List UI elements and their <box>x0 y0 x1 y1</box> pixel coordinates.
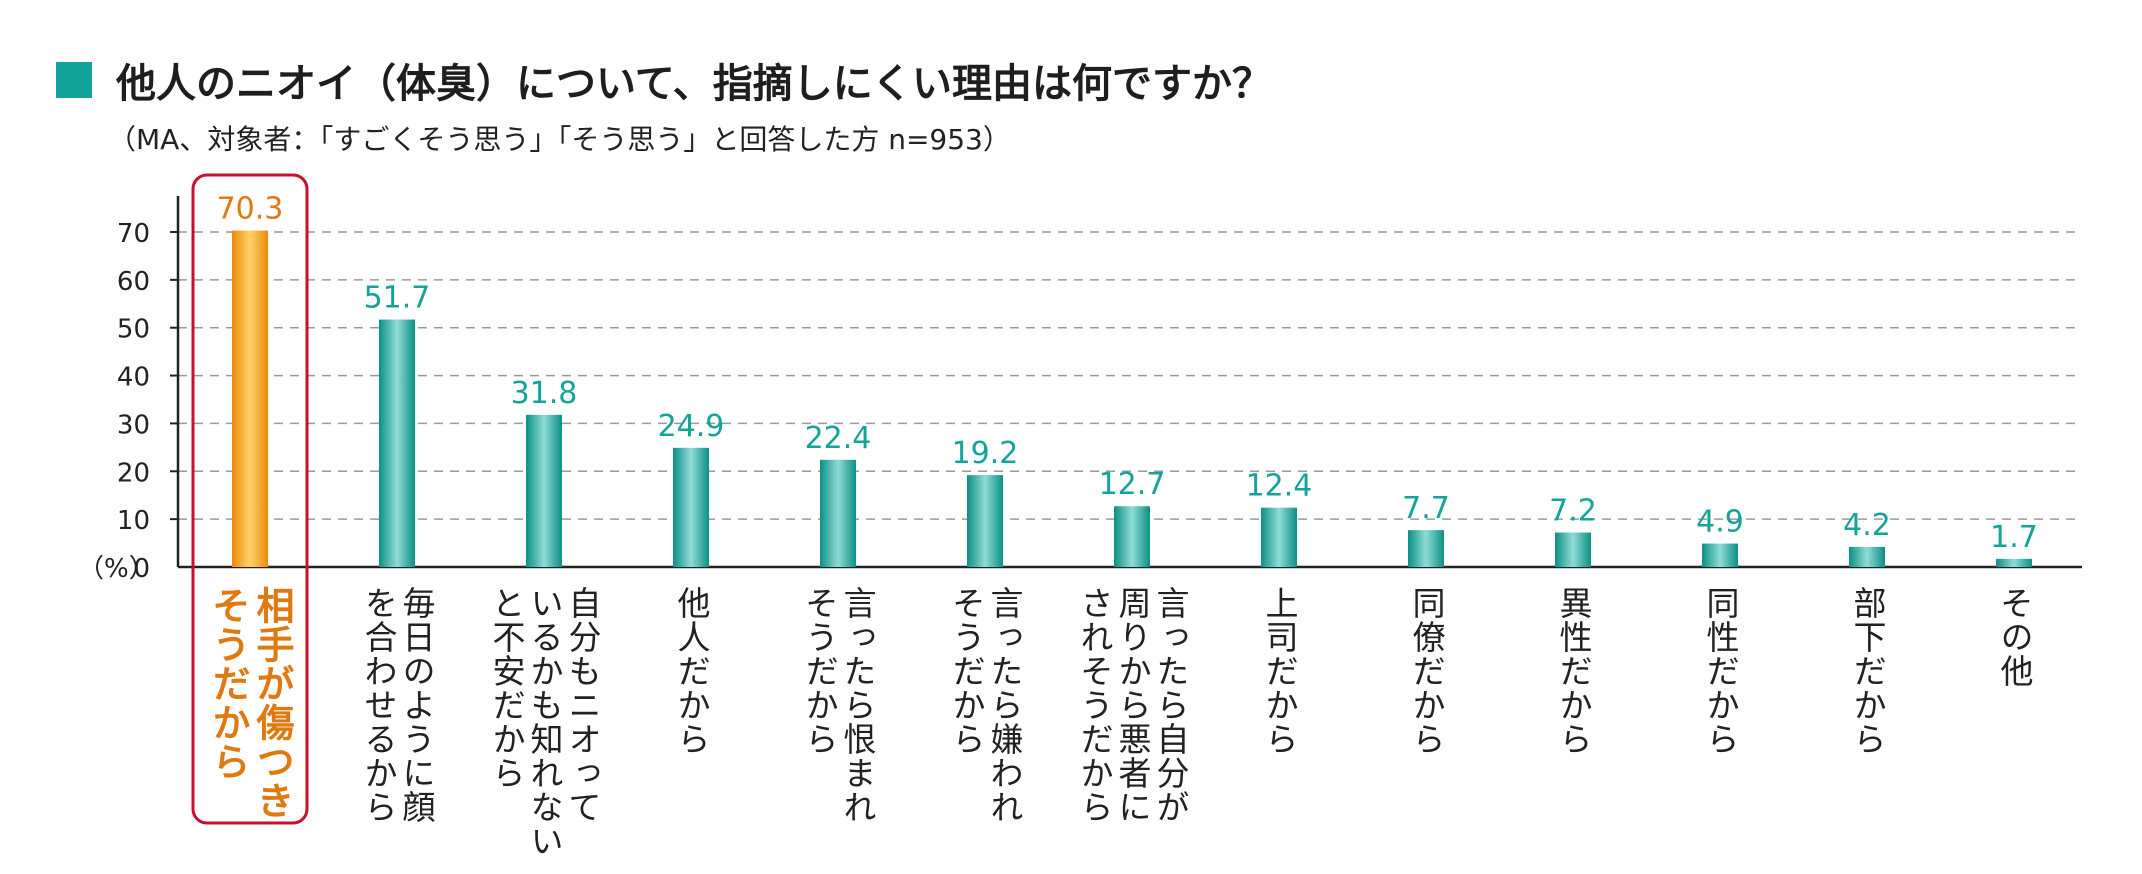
y-tick-label: 50 <box>117 315 150 345</box>
value-label: 12.4 <box>1246 469 1313 504</box>
value-label: 51.7 <box>364 281 431 316</box>
chart-title: 他人のニオイ（体臭）について、指摘しにくい理由は何ですか？ <box>116 61 1272 107</box>
category-label: 自分もニオって いるかも知れない と不安だから <box>487 586 602 858</box>
y-tick-label: 0 <box>133 554 150 584</box>
category-label: 同性だから <box>1701 586 1740 756</box>
bar <box>232 230 268 568</box>
category-label: 相手が傷つき そうだから <box>206 586 294 820</box>
title-square-icon <box>56 62 92 98</box>
y-tick-label: 40 <box>117 363 150 393</box>
category-label: 言ったら自分が 周りから悪者に されそうだから <box>1075 586 1190 824</box>
bar <box>1849 546 1885 567</box>
bar <box>1702 543 1738 567</box>
highlight-box <box>191 173 309 825</box>
y-tick-label: 70 <box>117 219 150 249</box>
value-label: 7.2 <box>1549 494 1597 529</box>
value-label: 31.8 <box>511 376 578 411</box>
chart-subtitle: （MA、対象者：「すごくそう思う」「そう思う」と回答した方 n=953） <box>108 123 1011 156</box>
value-label: 4.2 <box>1843 508 1891 543</box>
bar <box>1261 507 1297 567</box>
bar <box>379 319 415 567</box>
value-label: 22.4 <box>805 421 872 456</box>
y-tick-label: 10 <box>117 506 150 536</box>
y-axis-label: （%） <box>78 554 155 584</box>
category-label: 他人だから <box>672 586 711 756</box>
value-label: 7.7 <box>1402 491 1450 526</box>
value-label: 1.7 <box>1990 520 2038 555</box>
value-label: 19.2 <box>952 436 1019 471</box>
category-label: 部下だから <box>1848 586 1887 756</box>
value-label: 70.3 <box>217 192 284 227</box>
category-label: 同僚だから <box>1407 586 1446 756</box>
y-tick-label: 30 <box>117 410 150 440</box>
bar <box>1114 506 1150 567</box>
category-label: 毎日のように顔 を合わせるから <box>359 586 436 824</box>
bar <box>967 475 1003 567</box>
y-tick-label: 20 <box>117 458 150 488</box>
bar <box>673 447 709 567</box>
bar <box>526 414 562 567</box>
category-label: 上司だから <box>1260 586 1299 756</box>
bar <box>1408 530 1444 567</box>
category-label: 異性だから <box>1554 586 1593 756</box>
bar <box>820 459 856 567</box>
y-tick-label: 60 <box>117 267 150 297</box>
category-label: 言ったら嫌われ そうだから <box>947 586 1024 824</box>
category-label: その他 <box>1995 586 2034 688</box>
value-label: 12.7 <box>1099 467 1166 502</box>
chart-title-bar: 他人のニオイ（体臭）について、指摘しにくい理由は何ですか？ <box>56 50 1272 110</box>
bar <box>1996 558 2032 567</box>
bar <box>1555 532 1591 567</box>
value-label: 4.9 <box>1696 505 1744 540</box>
category-label: 言ったら恨まれ そうだから <box>800 586 877 824</box>
value-label: 24.9 <box>658 409 725 444</box>
